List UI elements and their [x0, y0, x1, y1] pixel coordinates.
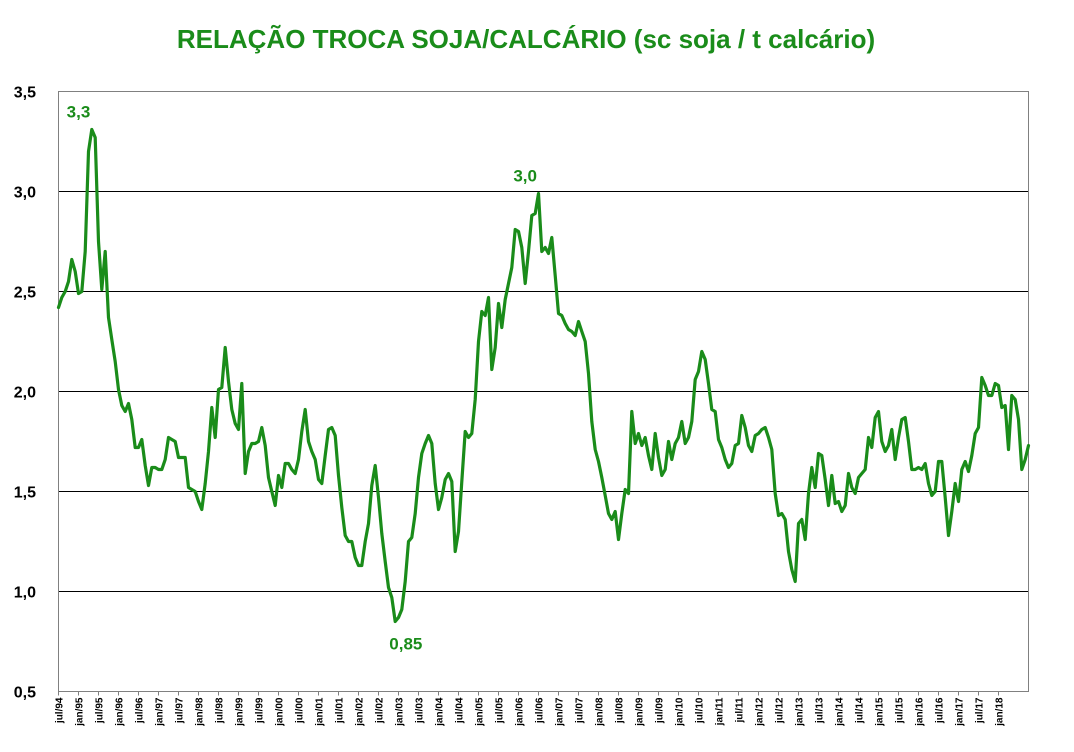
x-tick-label: jul/10 — [695, 697, 706, 724]
x-tick-label: jul/04 — [455, 697, 466, 724]
x-tick-label: jul/08 — [615, 697, 626, 724]
y-tick-label: 1,5 — [14, 485, 36, 502]
annotation-label: 3,3 — [67, 103, 91, 122]
x-tick-label: jul/00 — [295, 697, 306, 724]
x-tick-label: jul/96 — [135, 697, 146, 724]
x-tick-label: jul/98 — [215, 697, 226, 724]
x-tick-label: jan/06 — [515, 697, 526, 727]
x-tick-label: jul/17 — [975, 697, 986, 724]
x-tick-label: jan/98 — [195, 697, 206, 727]
y-tick-label: 3,0 — [14, 185, 36, 202]
x-tick-label: jul/97 — [175, 697, 186, 724]
x-tick-label: jan/02 — [355, 697, 366, 727]
gridlines — [58, 191, 1029, 592]
x-tick-label: jan/13 — [795, 697, 806, 727]
x-tick-label: jul/09 — [655, 697, 666, 724]
x-tick-label: jan/12 — [755, 697, 766, 727]
y-tick-label: 3,5 — [14, 85, 36, 102]
x-tick-label: jul/13 — [815, 697, 826, 724]
x-tick-label: jan/95 — [75, 697, 86, 727]
x-tick-label: jul/03 — [415, 697, 426, 724]
x-tick-label: jan/11 — [715, 697, 726, 726]
series-line — [56, 127, 1031, 624]
x-tick-label: jan/01 — [315, 697, 326, 727]
x-tick-label: jan/10 — [675, 697, 686, 727]
x-tick-label: jan/08 — [595, 697, 606, 727]
x-tick-label: jan/15 — [875, 697, 886, 727]
annotation-label: 0,85 — [389, 635, 422, 654]
x-tick-label: jan/00 — [275, 697, 286, 727]
x-tick-label: jul/99 — [255, 697, 266, 724]
x-tick-label: jul/15 — [895, 697, 906, 724]
y-tick-label: 2,5 — [14, 285, 36, 302]
annotations: 3,3 0,85 3,0 — [67, 103, 537, 654]
x-tick-label: jan/16 — [915, 697, 926, 727]
x-tick-label: jul/01 — [335, 697, 346, 724]
x-tick-label: jan/04 — [435, 697, 446, 727]
x-tick-label: jan/07 — [555, 697, 566, 727]
annotation-label: 3,0 — [513, 167, 537, 186]
x-tick-label: jul/94 — [55, 697, 66, 724]
x-tick-label: jul/95 — [95, 697, 106, 724]
x-tick-label: jul/12 — [775, 697, 786, 724]
x-axis-ticks: jul/94 jan/95 jul/95 jan/96 jul/96 jan/97 jul/… — [55, 691, 1006, 727]
x-tick-label: jan/09 — [635, 697, 646, 727]
chart-title: RELAÇÃO TROCA SOJA/CALCÁRIO (sc soja / t… — [177, 24, 875, 54]
x-tick-label: jul/11 — [735, 697, 746, 723]
x-tick-label: jul/07 — [575, 697, 586, 724]
x-tick-label: jul/02 — [375, 697, 386, 724]
x-tick-label: jul/06 — [535, 697, 546, 724]
x-tick-label: jul/16 — [935, 697, 946, 724]
x-tick-label: jan/96 — [115, 697, 126, 727]
y-tick-label: 2,0 — [14, 385, 36, 402]
x-tick-label: jan/05 — [475, 697, 486, 727]
y-tick-label: 0,5 — [14, 685, 36, 702]
x-tick-label: jan/18 — [995, 697, 1006, 727]
y-tick-label: 1,0 — [14, 585, 36, 602]
x-tick-label: jan/97 — [155, 697, 166, 727]
x-tick-label: jul/14 — [855, 697, 866, 724]
x-tick-label: jan/03 — [395, 697, 406, 727]
x-tick-label: jan/14 — [835, 697, 846, 727]
x-tick-label: jul/05 — [495, 697, 506, 724]
plot-area-border — [58, 91, 1029, 692]
y-axis-ticks: 0,5 1,0 1,5 2,0 2,5 3,0 3,5 — [14, 85, 36, 702]
x-tick-label: jan/99 — [235, 697, 246, 727]
x-tick-label: jan/17 — [955, 697, 966, 727]
